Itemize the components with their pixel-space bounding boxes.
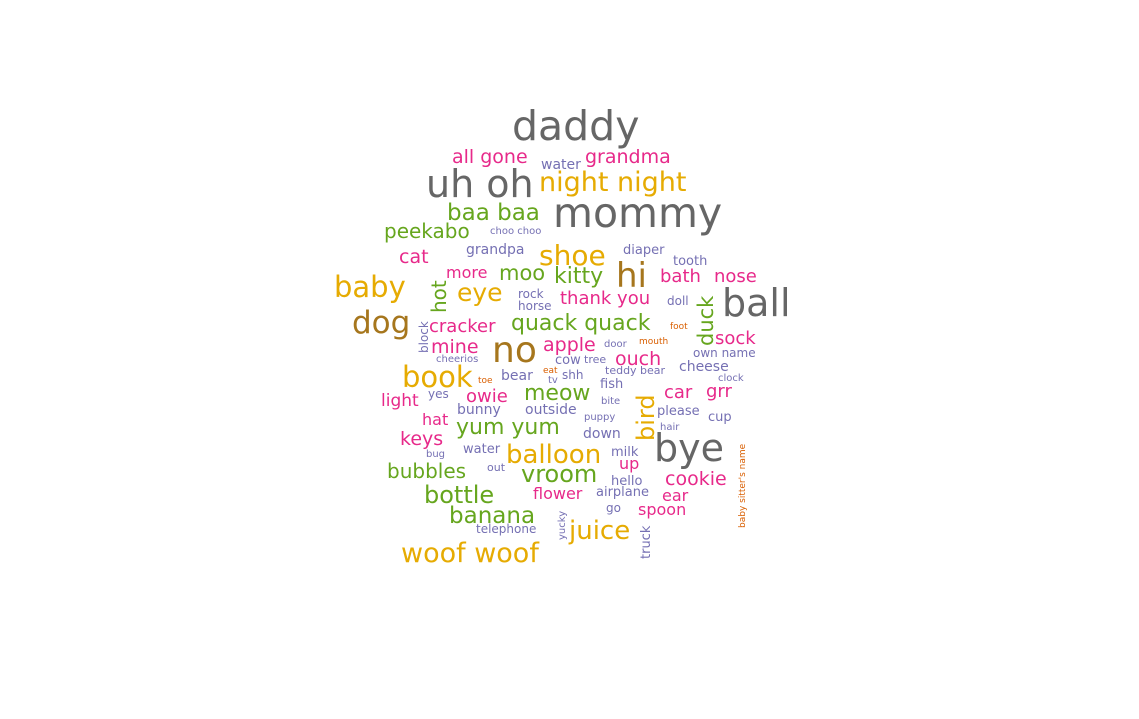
- word-own-name: own name: [693, 346, 756, 360]
- word-dog: dog: [352, 305, 410, 341]
- word-daddy: daddy: [512, 102, 639, 150]
- word-horse: horse: [518, 299, 552, 313]
- word-bite: bite: [601, 396, 620, 407]
- word-owie: owie: [466, 386, 508, 407]
- word-hair: hair: [660, 422, 680, 433]
- word-cow: cow: [555, 353, 581, 368]
- word-rock: rock: [518, 287, 544, 301]
- word-tv: tv: [548, 375, 558, 386]
- word-fish: fish: [600, 377, 623, 392]
- word-no: no: [492, 330, 537, 371]
- word-bath: bath: [660, 266, 701, 287]
- word-bug: bug: [426, 449, 445, 460]
- word-meow: meow: [524, 381, 590, 406]
- word-bunny: bunny: [457, 402, 501, 418]
- word-out: out: [487, 461, 506, 474]
- word-hello: hello: [611, 474, 642, 489]
- word-baa-baa: baa baa: [447, 200, 540, 226]
- word-light: light: [381, 391, 419, 411]
- word-clock: clock: [718, 373, 744, 384]
- word-ouch: ouch: [615, 348, 661, 370]
- word-bottle: bottle: [424, 481, 494, 509]
- word-kitty: kitty: [554, 264, 603, 289]
- word-spoon: spoon: [638, 500, 686, 519]
- word-cheerios: cheerios: [436, 354, 478, 365]
- word-shh: shh: [562, 368, 583, 382]
- word-keys: keys: [400, 428, 443, 450]
- word-duck: duck: [694, 295, 718, 346]
- word-yucky: yucky: [557, 511, 568, 540]
- word-mine: mine: [431, 336, 479, 358]
- word-eat: eat: [543, 366, 558, 376]
- word-baby-sitter-s-name: baby sitter's name: [738, 443, 748, 528]
- word-diaper: diaper: [623, 243, 665, 258]
- word-apple: apple: [543, 334, 596, 356]
- word-yum-yum: yum yum: [456, 415, 560, 440]
- word-please: please: [657, 404, 700, 419]
- word-woof-woof: woof woof: [401, 538, 540, 569]
- word-yes: yes: [428, 387, 449, 401]
- word-vroom: vroom: [521, 460, 597, 488]
- word-bear: bear: [501, 368, 533, 384]
- word-peekabo: peekabo: [384, 219, 470, 243]
- word-grandma: grandma: [585, 146, 671, 168]
- word-bye: bye: [654, 426, 724, 470]
- word-block: block: [417, 321, 431, 353]
- word-teddy-bear: teddy bear: [605, 364, 666, 377]
- word-flower: flower: [533, 484, 583, 503]
- word-car: car: [664, 382, 693, 403]
- word-grandpa: grandpa: [466, 242, 524, 258]
- word-bubbles: bubbles: [387, 459, 466, 483]
- word-quack-quack: quack quack: [511, 311, 651, 336]
- word-juice: juice: [568, 516, 630, 546]
- word-ear: ear: [662, 486, 689, 505]
- word-cracker: cracker: [429, 316, 496, 337]
- word-night-night: night night: [539, 167, 687, 198]
- word-milk: milk: [611, 445, 639, 460]
- word-hat: hat: [422, 410, 448, 429]
- word-uh-oh: uh oh: [426, 162, 534, 206]
- word-tree: tree: [584, 353, 606, 366]
- word-grr: grr: [706, 381, 733, 402]
- word-hot: hot: [427, 280, 451, 313]
- word-bird: bird: [632, 394, 660, 441]
- word-mommy: mommy: [553, 189, 722, 237]
- word-cheese: cheese: [679, 359, 729, 375]
- word-nose: nose: [714, 266, 757, 287]
- word-cup: cup: [708, 410, 732, 425]
- word-more: more: [446, 263, 487, 282]
- word-toe: toe: [478, 376, 493, 386]
- word-truck: truck: [639, 525, 654, 559]
- word-baby: baby: [334, 270, 406, 304]
- word-sock: sock: [715, 328, 756, 349]
- word-balloon: balloon: [506, 440, 601, 470]
- word-water: water: [541, 157, 581, 173]
- word-airplane: airplane: [596, 485, 649, 500]
- word-telephone: telephone: [476, 522, 536, 536]
- word-book: book: [402, 360, 473, 394]
- word-doll: doll: [667, 294, 689, 308]
- word-door: door: [604, 339, 628, 350]
- word-hi: hi: [616, 256, 647, 296]
- word-water: water: [463, 442, 501, 457]
- word-all-gone: all gone: [452, 146, 528, 168]
- word-ball: ball: [722, 281, 791, 325]
- word-down: down: [583, 426, 621, 442]
- word-moo: moo: [499, 261, 545, 285]
- word-shoe: shoe: [539, 239, 606, 272]
- word-outside: outside: [525, 402, 577, 418]
- word-choo-choo: choo choo: [490, 226, 541, 237]
- word-banana: banana: [449, 503, 535, 529]
- word-eye: eye: [457, 278, 503, 307]
- word-tooth: tooth: [673, 254, 707, 269]
- word-thank-you: thank you: [560, 288, 650, 309]
- word-cookie: cookie: [665, 468, 727, 490]
- word-mouth: mouth: [639, 337, 668, 347]
- word-puppy: puppy: [584, 412, 615, 423]
- word-up: up: [619, 454, 639, 473]
- word-go: go: [606, 501, 621, 515]
- word-foot: foot: [670, 322, 688, 332]
- word-cat: cat: [399, 246, 429, 268]
